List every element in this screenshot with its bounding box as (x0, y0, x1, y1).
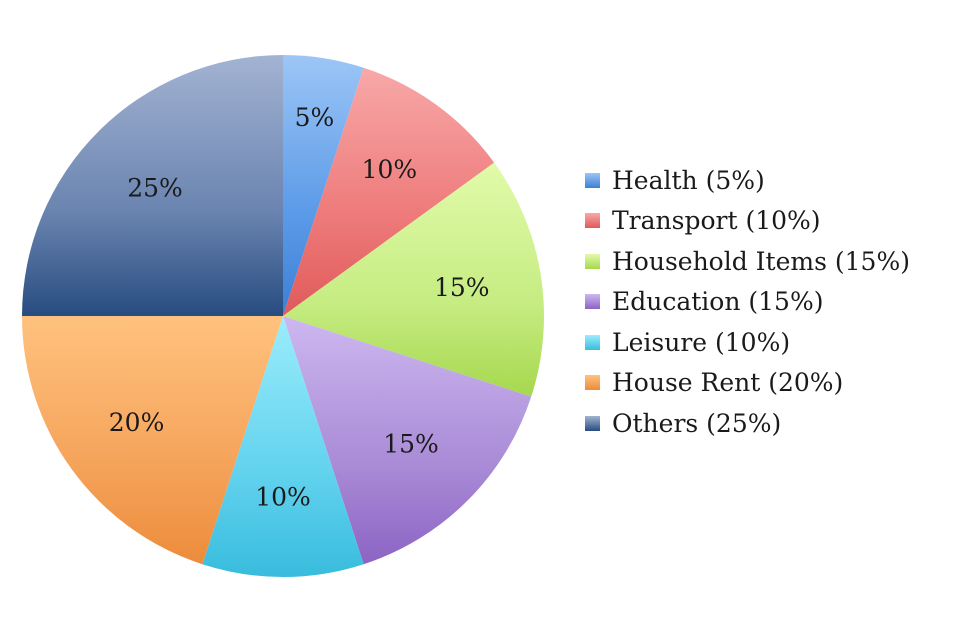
slice-label-health: 5% (295, 103, 335, 132)
pie-slice-health (283, 55, 364, 316)
pie-slice-leisure (202, 316, 364, 577)
legend-item-transport: Transport (10%) (585, 201, 910, 242)
slice-label-leisure: 10% (255, 483, 311, 512)
slice-label-others: 25% (127, 174, 183, 203)
pie-data-labels: 5% 10% 15% 15% 10% 20% 25% (109, 103, 490, 512)
legend-item-others: Others (25%) (585, 403, 910, 444)
legend-label: House Rent (20%) (612, 368, 844, 398)
legend-swatch (585, 334, 600, 350)
legend-swatch (585, 253, 600, 269)
pie-slice-house-rent (22, 316, 283, 565)
legend-item-leisure: Leisure (10%) (585, 322, 910, 363)
legend-swatch (585, 375, 600, 391)
legend-label: Leisure (10%) (612, 327, 791, 357)
legend-swatch (585, 172, 600, 188)
legend-label: Health (5%) (612, 165, 765, 195)
legend: Health (5%) Transport (10%) Household Item… (585, 160, 910, 444)
legend-label: Others (25%) (612, 408, 782, 438)
legend-label: Education (15%) (612, 287, 824, 317)
legend-item-house-rent: House Rent (20%) (585, 363, 910, 404)
legend-item-household-items: Household Items (15%) (585, 241, 910, 282)
slice-label-education: 15% (383, 429, 439, 458)
slice-label-transport: 10% (362, 155, 418, 184)
pie-slice-transport (283, 67, 495, 316)
legend-item-health: Health (5%) (585, 160, 910, 201)
pie-slices (22, 55, 544, 577)
legend-label: Transport (10%) (612, 206, 821, 236)
slice-label-household-items: 15% (434, 273, 490, 302)
legend-swatch (585, 213, 600, 229)
legend-swatch (585, 415, 600, 431)
pie-slice-education (283, 316, 532, 565)
legend-swatch (585, 294, 600, 310)
legend-item-education: Education (15%) (585, 282, 910, 323)
legend-label: Household Items (15%) (612, 246, 910, 276)
pie-slice-others (22, 55, 283, 316)
slice-label-house-rent: 20% (109, 408, 165, 437)
pie-slice-household-items (283, 162, 544, 397)
